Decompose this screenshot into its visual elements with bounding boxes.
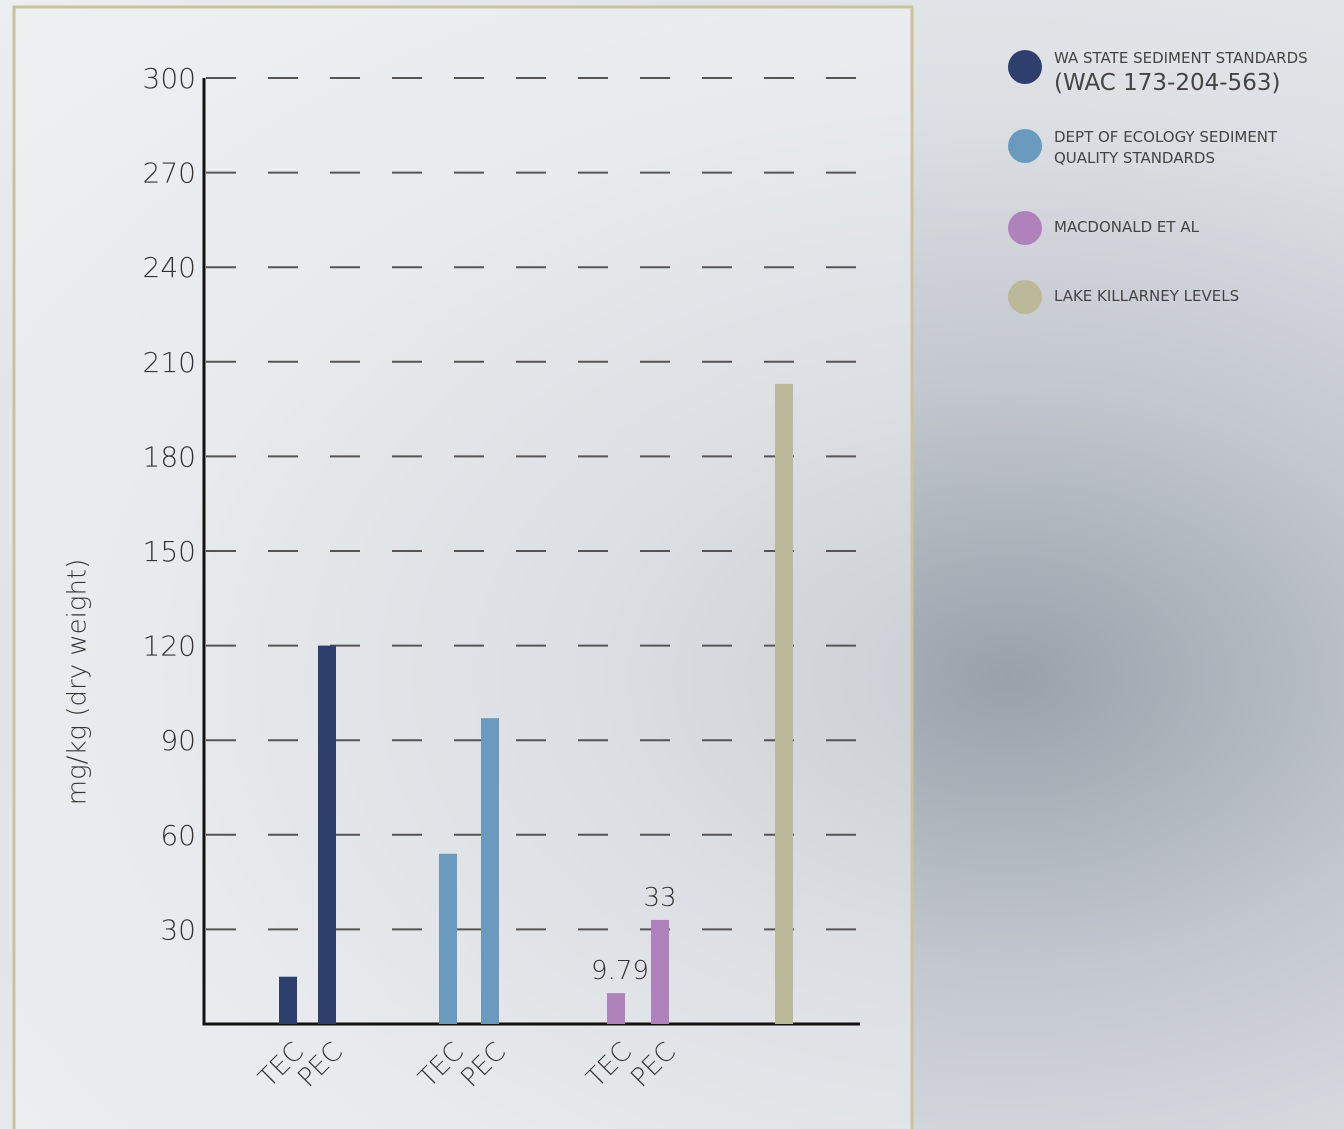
legend-item: MACDONALD ET AL — [1008, 209, 1338, 245]
y-tick-label: 120 — [143, 630, 196, 663]
legend-note: (WAC 173-204-563) — [1054, 70, 1281, 96]
y-tick-label: 180 — [143, 440, 196, 473]
bar — [439, 853, 457, 1024]
legend-swatch — [1008, 280, 1042, 314]
bar — [481, 718, 499, 1024]
y-tick-label: 60 — [160, 819, 196, 852]
legend-label: LAKE KILLARNEY LEVELS — [1054, 287, 1240, 305]
data-label: 9.79 — [591, 956, 649, 986]
legend-label: DEPT OF ECOLOGY SEDIMENT QUALITY STANDAR… — [1054, 128, 1278, 167]
y-tick-label: 30 — [160, 913, 196, 946]
bar — [318, 645, 336, 1024]
legend-label: MACDONALD ET AL — [1054, 218, 1199, 236]
bar — [279, 976, 297, 1024]
legend-swatch — [1008, 129, 1042, 163]
legend-swatch — [1008, 211, 1042, 245]
legend-label: WA STATE SEDIMENT STANDARDS — [1054, 49, 1308, 67]
y-tick-label: 300 — [143, 62, 196, 95]
data-label: 33 — [643, 883, 676, 913]
panel — [12, 5, 914, 1129]
legend-swatch — [1008, 50, 1042, 84]
bar — [651, 919, 669, 1024]
y-tick-label: 240 — [143, 251, 196, 284]
bar — [607, 993, 625, 1024]
y-tick-label: 150 — [143, 535, 196, 568]
chart: mg/kg (dry weight) 30 60 90 120 150 180 210 240… — [12, 5, 914, 1129]
y-tick-label: 270 — [143, 157, 196, 190]
bar — [775, 383, 793, 1025]
legend: WA STATE SEDIMENT STANDARDS (WAC 173-204-… — [1008, 48, 1338, 347]
y-axis-label: mg/kg (dry weight) — [63, 559, 93, 806]
legend-item: WA STATE SEDIMENT STANDARDS (WAC 173-204-… — [1008, 48, 1338, 97]
y-tick-label: 210 — [143, 346, 196, 379]
legend-item: DEPT OF ECOLOGY SEDIMENT QUALITY STANDAR… — [1008, 127, 1338, 169]
y-tick-label: 90 — [160, 724, 196, 757]
legend-item: LAKE KILLARNEY LEVELS — [1008, 278, 1338, 314]
